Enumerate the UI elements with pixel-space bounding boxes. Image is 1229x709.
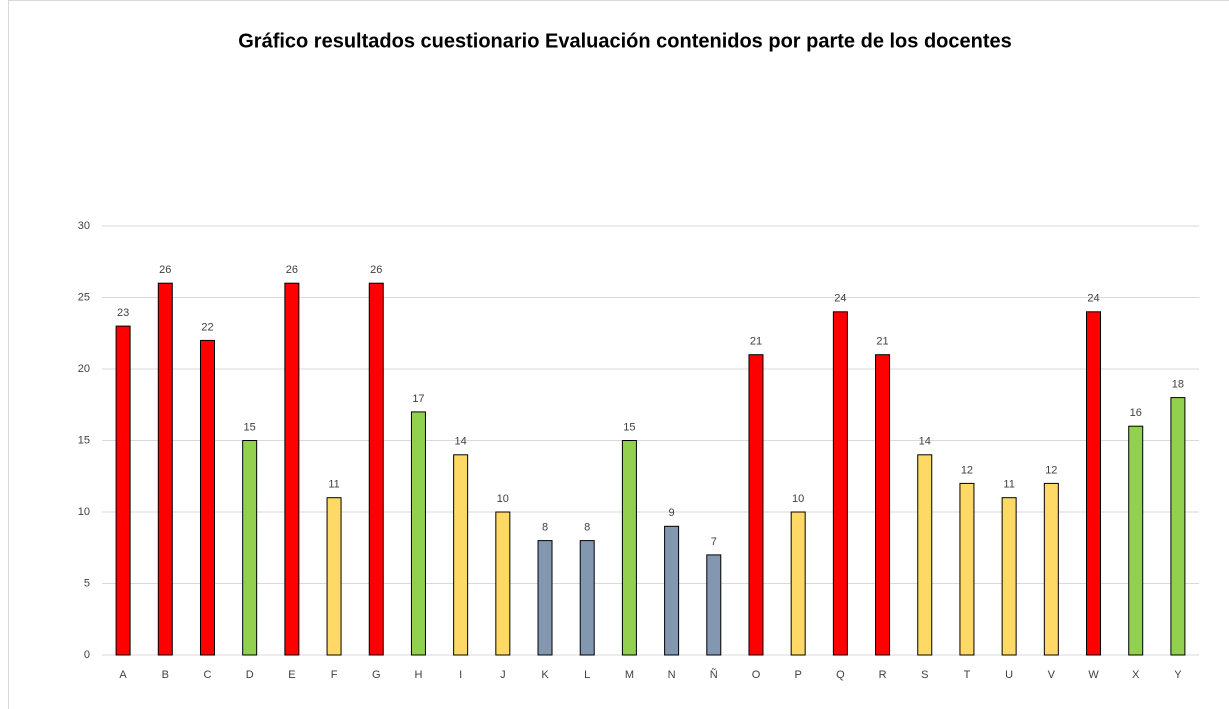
data-label: 7 [711,536,717,548]
bar [495,511,511,656]
bar [664,525,680,656]
data-label: 10 [792,493,804,505]
x-tick-label: T [964,669,971,681]
y-tick-label: 0 [84,649,90,661]
bar [537,540,553,656]
bar [115,325,131,656]
chart-frame [8,0,1229,709]
data-label: 24 [834,293,846,305]
data-label: 11 [328,479,339,491]
bar [1043,482,1059,656]
x-tick-label: S [921,669,928,681]
data-label: 24 [1087,293,1099,305]
bar [368,282,384,656]
bar [410,411,426,656]
x-tick-label: O [752,669,761,681]
bar [326,497,342,656]
y-tick-label: 20 [78,363,90,375]
x-tick-label: J [500,669,506,681]
x-tick-label: G [372,669,381,681]
bar [959,482,975,656]
x-tick-label: E [288,669,295,681]
chart-title: Gráfico resultados cuestionario Evaluaci… [238,30,1012,52]
data-label: 21 [750,336,762,348]
x-tick-label: K [541,669,549,681]
data-label: 17 [412,393,424,405]
x-tick-label: I [459,669,462,681]
data-label: 8 [584,522,590,534]
x-tick-label: Q [836,669,845,681]
data-label: 22 [201,321,213,333]
data-label: 26 [286,264,298,276]
data-label: 16 [1130,407,1142,419]
data-label: 23 [117,307,129,319]
x-tick-label: D [246,669,254,681]
bar [242,440,258,656]
x-tick-label: R [879,669,887,681]
bar [284,282,300,656]
bar [875,354,891,656]
x-tick-label: H [414,669,422,681]
x-tick-label: Y [1174,669,1182,681]
bar [453,454,469,656]
data-label: 9 [669,507,675,519]
bar [157,282,173,656]
x-tick-label: P [795,669,802,681]
x-tick-label: Ñ [710,668,718,681]
data-label: 15 [244,421,256,433]
data-label: 11 [1003,479,1014,491]
data-label: 15 [623,421,635,433]
y-tick-label: 15 [78,434,90,446]
bar [1128,425,1144,656]
data-label: 8 [542,522,548,534]
x-tick-label: L [584,669,590,681]
bar [199,339,215,656]
bar [748,354,764,656]
x-tick-label: W [1088,669,1099,681]
data-label: 18 [1172,379,1184,391]
bar [579,540,595,656]
bar [832,311,848,656]
y-tick-label: 10 [78,506,90,518]
y-tick-label: 25 [78,291,90,303]
bar [1086,311,1102,656]
data-label: 12 [961,464,973,476]
bar [621,440,637,656]
x-tick-label: N [668,669,676,681]
bar [917,454,933,656]
x-tick-label: X [1132,669,1140,681]
bar [706,554,722,656]
x-tick-label: C [204,669,212,681]
bar [1001,497,1017,656]
x-tick-label: B [162,669,169,681]
y-tick-label: 5 [84,577,90,589]
y-tick-label: 30 [78,220,90,232]
data-label: 26 [370,264,382,276]
bar [1170,397,1186,656]
data-label: 14 [455,436,467,448]
data-label: 14 [919,436,931,448]
x-tick-label: M [625,669,634,681]
x-tick-label: V [1048,669,1056,681]
data-label: 12 [1045,464,1057,476]
data-label: 26 [159,264,171,276]
bar [790,511,806,656]
x-tick-label: A [119,669,127,681]
x-tick-label: U [1005,669,1013,681]
data-label: 10 [497,493,509,505]
x-tick-label: F [331,669,338,681]
data-label: 21 [876,336,888,348]
